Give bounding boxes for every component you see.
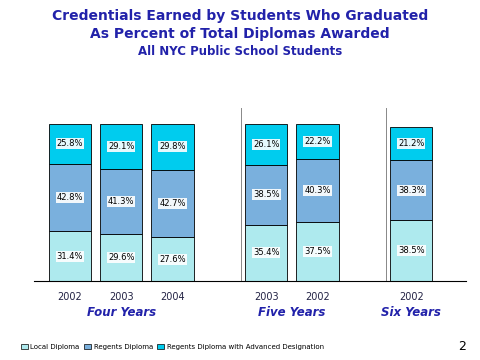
Text: Six Years: Six Years bbox=[381, 306, 441, 319]
Bar bbox=[151, 238, 194, 281]
Text: 42.8%: 42.8% bbox=[57, 193, 83, 202]
Text: 25.8%: 25.8% bbox=[57, 139, 83, 148]
Text: 22.2%: 22.2% bbox=[304, 137, 331, 146]
Text: 35.4%: 35.4% bbox=[253, 248, 279, 257]
Bar bbox=[297, 159, 339, 222]
Text: 38.3%: 38.3% bbox=[398, 186, 425, 195]
Bar bbox=[390, 160, 432, 220]
Bar bbox=[100, 234, 143, 281]
Bar bbox=[390, 127, 432, 160]
Text: 29.1%: 29.1% bbox=[108, 142, 134, 151]
Bar bbox=[245, 124, 288, 165]
Bar bbox=[297, 222, 339, 281]
Text: As Percent of Total Diplomas Awarded: As Percent of Total Diplomas Awarded bbox=[90, 27, 390, 41]
Text: Four Years: Four Years bbox=[87, 306, 156, 319]
Text: 26.1%: 26.1% bbox=[253, 140, 279, 149]
Text: 31.4%: 31.4% bbox=[57, 252, 83, 261]
Text: 2002: 2002 bbox=[58, 292, 82, 302]
Text: 37.5%: 37.5% bbox=[304, 247, 331, 256]
Text: All NYC Public School Students: All NYC Public School Students bbox=[138, 45, 342, 58]
Text: Credentials Earned by Students Who Graduated: Credentials Earned by Students Who Gradu… bbox=[52, 9, 428, 23]
Text: 42.7%: 42.7% bbox=[159, 199, 186, 208]
Bar bbox=[48, 164, 91, 231]
Bar bbox=[100, 170, 143, 234]
Text: 21.2%: 21.2% bbox=[398, 139, 424, 148]
Text: 2: 2 bbox=[458, 340, 466, 353]
Text: 38.5%: 38.5% bbox=[253, 190, 279, 199]
Text: 29.8%: 29.8% bbox=[159, 143, 186, 152]
Bar bbox=[245, 225, 288, 281]
Bar bbox=[100, 124, 143, 170]
Text: 2002: 2002 bbox=[305, 292, 330, 302]
Text: 38.5%: 38.5% bbox=[398, 246, 424, 255]
Bar bbox=[48, 124, 91, 164]
Text: 2002: 2002 bbox=[399, 292, 423, 302]
Bar bbox=[297, 124, 339, 159]
Bar bbox=[245, 165, 288, 225]
Text: 40.3%: 40.3% bbox=[304, 186, 331, 195]
Bar bbox=[48, 231, 91, 281]
Bar bbox=[390, 220, 432, 281]
Text: 2004: 2004 bbox=[160, 292, 185, 302]
Text: 29.6%: 29.6% bbox=[108, 253, 134, 262]
Bar bbox=[151, 170, 194, 238]
Text: 2003: 2003 bbox=[254, 292, 278, 302]
Text: 41.3%: 41.3% bbox=[108, 197, 134, 206]
Text: 27.6%: 27.6% bbox=[159, 255, 186, 264]
Text: 2003: 2003 bbox=[109, 292, 133, 302]
Text: Five Years: Five Years bbox=[258, 306, 325, 319]
Legend: Local Diploma, Regents Diploma, Regents Diploma with Advanced Designation: Local Diploma, Regents Diploma, Regents … bbox=[18, 341, 326, 353]
Bar bbox=[151, 123, 194, 170]
